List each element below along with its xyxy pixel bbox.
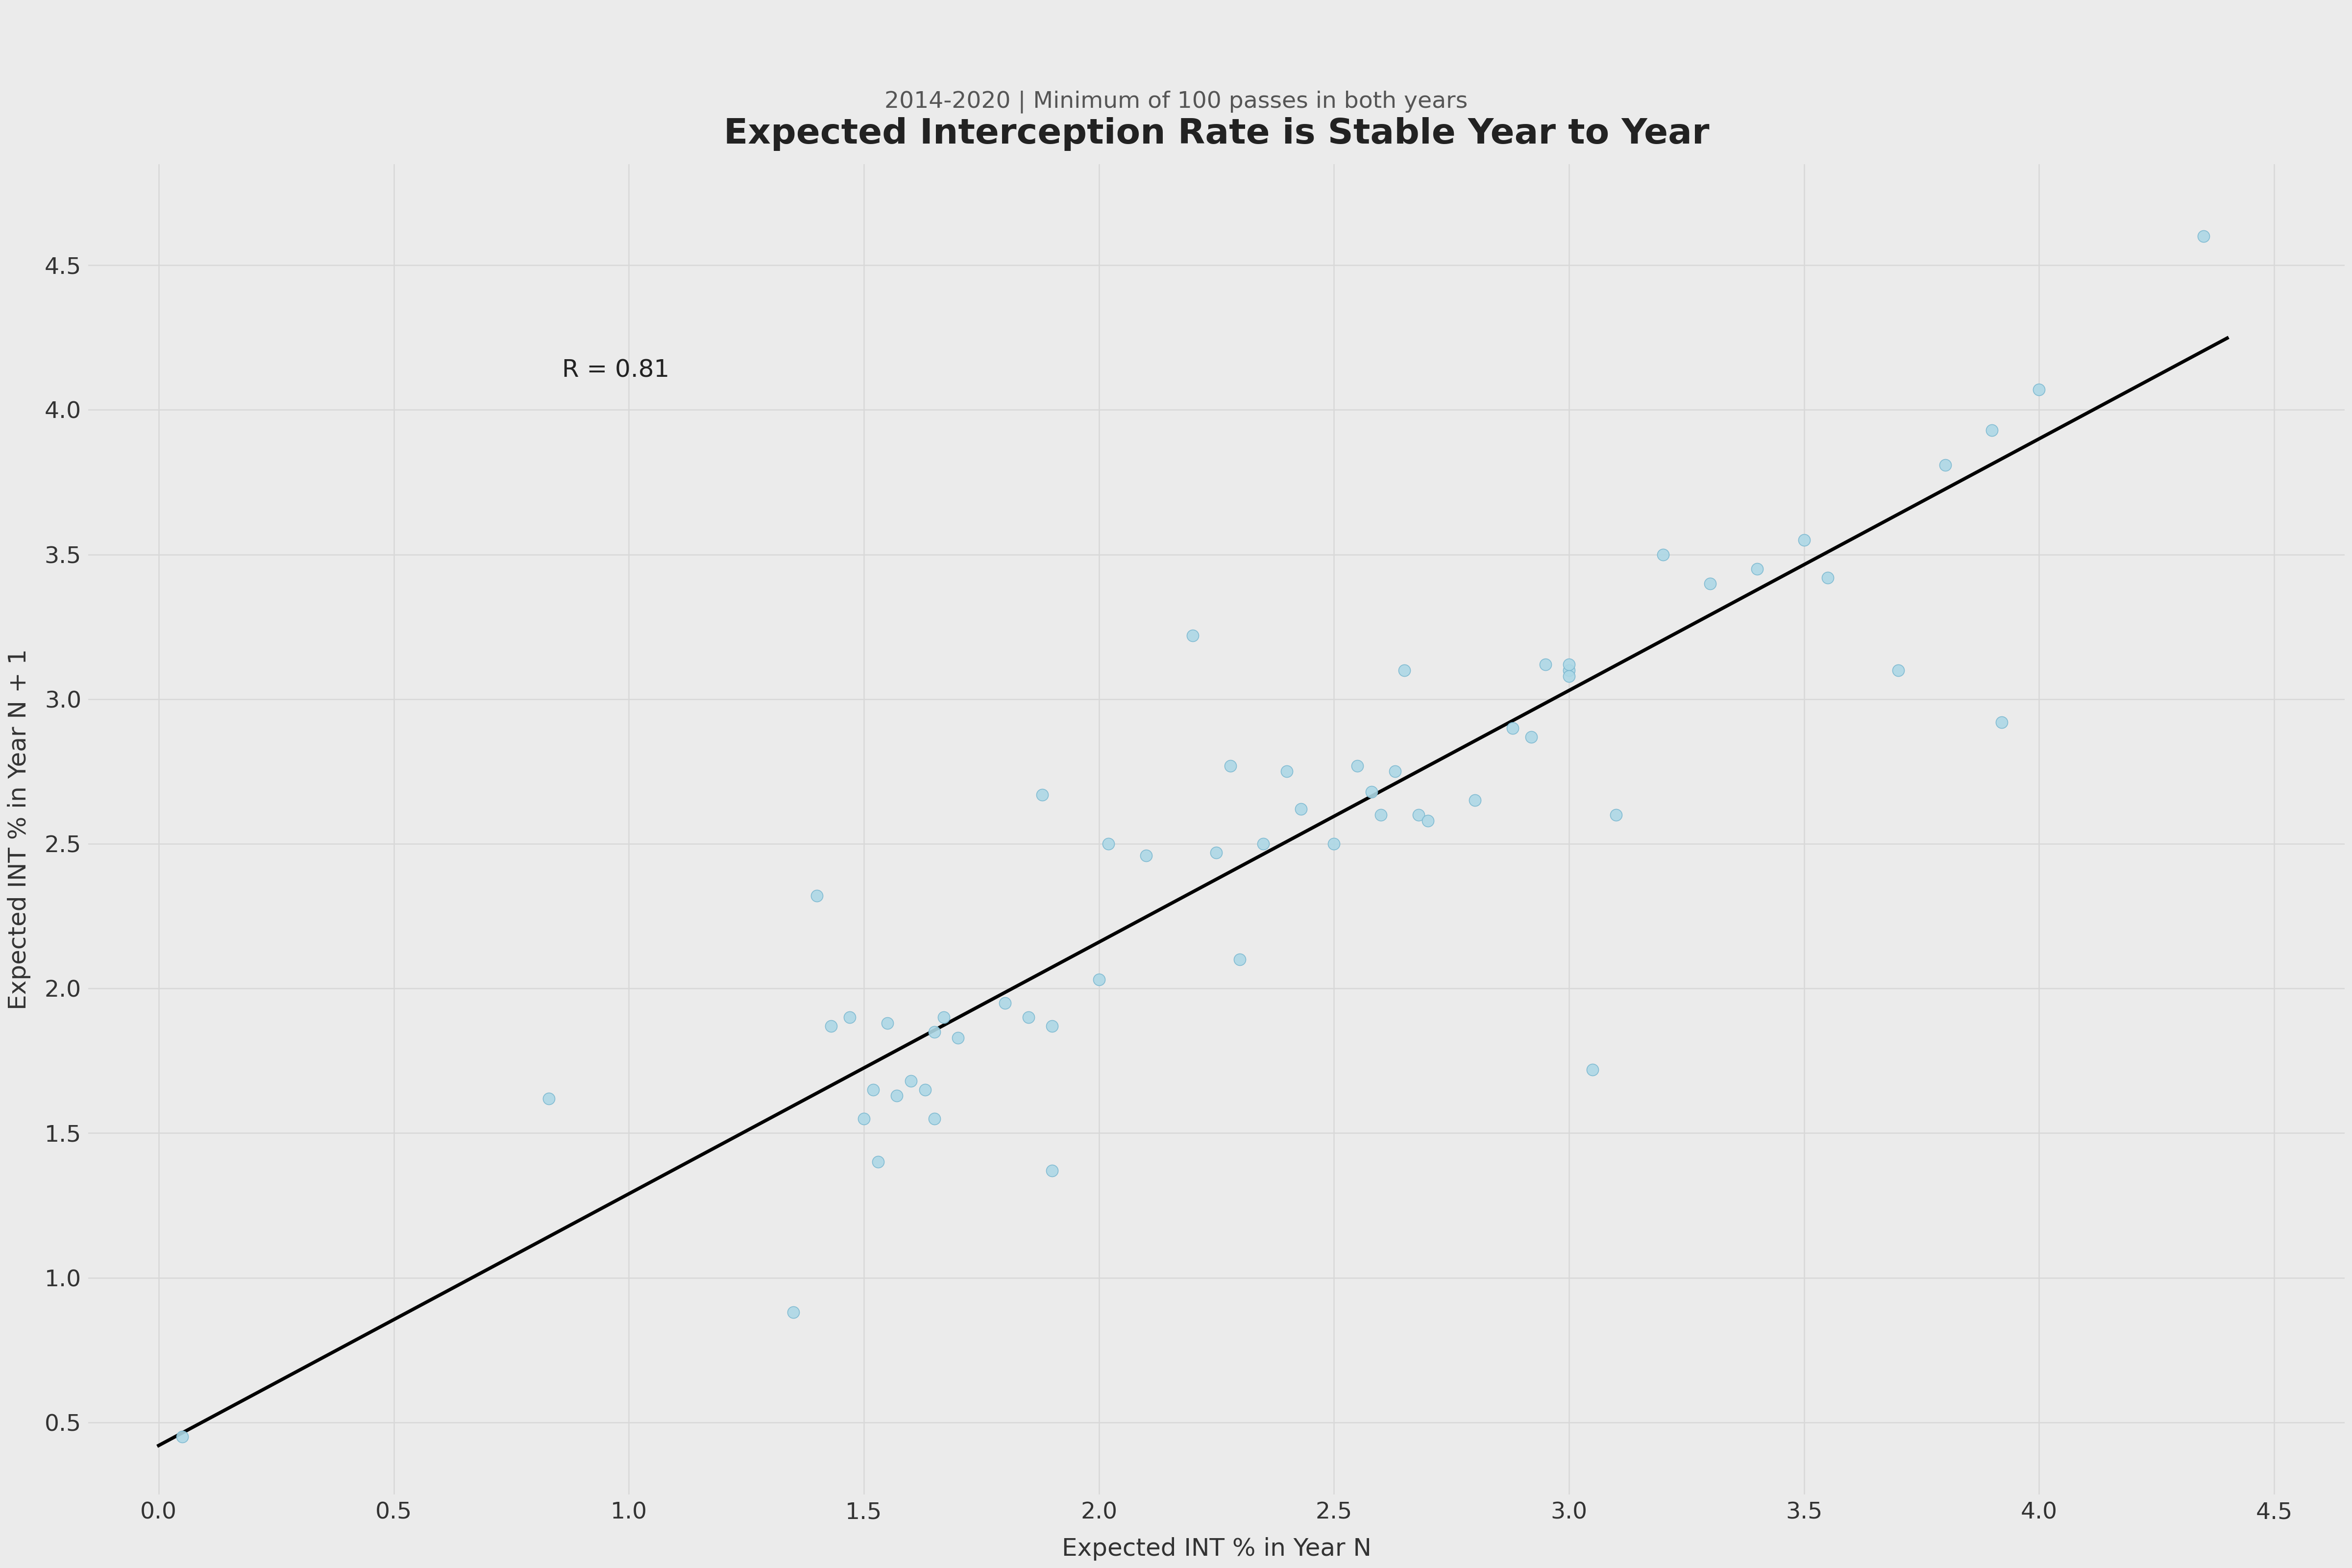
Y-axis label: Expected INT % in Year N + 1: Expected INT % in Year N + 1 <box>7 649 31 1010</box>
Point <box>1597 803 1635 828</box>
Point <box>938 1025 976 1051</box>
Point <box>868 1011 906 1036</box>
Point <box>1691 571 1729 596</box>
Point <box>844 1105 882 1131</box>
Point <box>854 1077 891 1102</box>
Point <box>1809 564 1846 590</box>
Point <box>1926 452 1964 477</box>
Point <box>906 1077 943 1102</box>
Point <box>1644 543 1682 568</box>
Point <box>1221 947 1258 972</box>
Point <box>1550 652 1588 677</box>
Point <box>891 1068 929 1093</box>
Text: R = 0.81: R = 0.81 <box>562 359 670 383</box>
Point <box>1211 753 1249 778</box>
Text: 2014-2020 | Minimum of 100 passes in both years: 2014-2020 | Minimum of 100 passes in bot… <box>884 91 1468 113</box>
Point <box>1399 803 1437 828</box>
Point <box>2185 224 2223 249</box>
Point <box>915 1105 953 1131</box>
Point <box>1973 417 2011 442</box>
Point <box>985 991 1023 1016</box>
Point <box>1573 1057 1611 1082</box>
Point <box>529 1085 567 1110</box>
Point <box>924 1005 962 1030</box>
Point <box>2020 376 2058 401</box>
Point <box>1009 1005 1047 1030</box>
Point <box>1315 831 1352 856</box>
Point <box>858 1149 896 1174</box>
Point <box>811 1013 849 1038</box>
Point <box>1494 715 1531 740</box>
Point <box>1023 782 1061 808</box>
Point <box>1550 663 1588 688</box>
Point <box>1385 657 1423 682</box>
Point <box>1409 808 1446 833</box>
Point <box>830 1005 868 1030</box>
Point <box>1268 759 1305 784</box>
Point <box>877 1083 915 1109</box>
Point <box>1033 1159 1070 1184</box>
Point <box>1456 787 1494 812</box>
Point <box>1738 557 1776 582</box>
Point <box>1352 779 1390 804</box>
Point <box>1526 652 1564 677</box>
Point <box>1362 803 1399 828</box>
Point <box>1550 657 1588 682</box>
Point <box>1089 831 1127 856</box>
Point <box>1983 710 2020 735</box>
Point <box>1785 527 1823 552</box>
Point <box>1080 967 1117 993</box>
Point <box>1879 657 1917 682</box>
Point <box>1174 622 1211 648</box>
X-axis label: Expected INT % in Year N: Expected INT % in Year N <box>1061 1537 1371 1560</box>
Point <box>162 1424 200 1449</box>
Point <box>1338 753 1376 778</box>
Point <box>797 883 835 908</box>
Point <box>915 1019 953 1044</box>
Point <box>1197 840 1235 866</box>
Title: Expected Interception Rate is Stable Year to Year: Expected Interception Rate is Stable Yea… <box>724 118 1710 151</box>
Point <box>1244 831 1282 856</box>
Point <box>1512 724 1550 750</box>
Point <box>1127 844 1164 869</box>
Point <box>1282 797 1319 822</box>
Point <box>774 1300 811 1325</box>
Point <box>1376 759 1414 784</box>
Point <box>1033 1013 1070 1038</box>
